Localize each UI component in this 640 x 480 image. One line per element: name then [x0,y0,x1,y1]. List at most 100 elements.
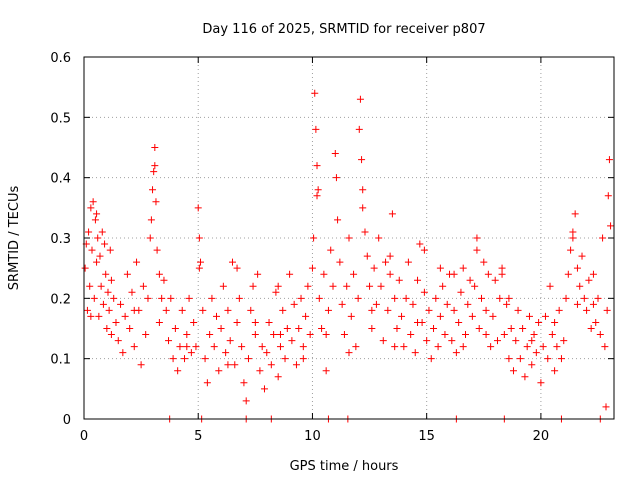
y-tick-label: 0.3 [50,232,71,247]
data-point [308,264,316,272]
data-point [537,379,545,387]
data-point [578,252,586,260]
data-point [87,204,95,212]
data-point [521,373,529,381]
data-point [137,361,145,369]
data-point [151,162,159,170]
data-point [117,300,125,308]
data-point [414,276,422,284]
x-tick-label: 0 [80,429,88,444]
x-tick-label: 5 [194,429,202,444]
data-point [459,264,467,272]
data-point [160,276,168,284]
data-point [276,331,284,339]
data-point [398,312,406,320]
data-point [210,343,218,351]
data-point [503,300,511,308]
data-point [103,325,111,332]
data-point [420,288,428,296]
data-point [358,156,366,164]
data-point [327,246,335,254]
data-point [260,385,268,393]
data-point [551,318,559,326]
data-point [265,318,273,326]
data-point [302,312,310,320]
data-point [93,210,101,218]
data-point [222,349,230,357]
data-point [573,264,581,272]
data-point [416,240,424,248]
data-point [535,318,543,326]
data-point [281,355,289,363]
data-point [110,294,118,302]
data-point [375,234,383,242]
x-tick-label: 20 [533,429,550,444]
data-point [436,264,444,272]
data-point [457,288,465,296]
data-point [224,306,232,314]
data-point [402,294,410,302]
data-point [226,337,234,345]
data-point [569,234,577,242]
data-point [126,325,134,332]
data-point [377,282,385,290]
data-point [448,337,456,345]
data-point [384,306,392,314]
data-point [338,300,346,308]
data-point [206,331,214,339]
data-point [313,162,321,170]
data-points [81,89,615,423]
data-point [107,276,115,284]
x-tick-label: 10 [304,429,321,444]
data-point [359,204,367,212]
data-point [562,294,570,302]
data-point [450,270,458,278]
data-point [393,325,401,332]
data-point [455,318,463,326]
data-point [548,331,556,339]
data-point [601,343,609,351]
data-point [505,355,513,363]
data-point [219,282,227,290]
data-point [318,325,326,332]
y-axis-label: SRMTID / TECUs [7,186,22,291]
data-point [560,337,568,345]
data-point [258,343,266,351]
data-point [607,222,615,230]
data-point [391,294,399,302]
x-tick-label: 15 [418,429,435,444]
data-point [475,325,483,332]
data-point [489,312,497,320]
data-point [283,325,291,332]
data-point [519,325,527,332]
axis-ticks: 0 5 10 15 20 0 0.1 0.2 0.3 0.4 0.5 0.6 [50,51,614,444]
data-point [224,361,232,369]
data-point [114,337,122,345]
data-point [356,95,364,103]
data-point [468,312,476,320]
data-point [158,294,166,302]
data-point [251,318,259,326]
data-point [329,282,337,290]
data-point [352,343,360,351]
data-point [491,276,499,284]
data-point [203,379,211,387]
data-point [603,306,611,314]
data-point [404,258,412,266]
data-point [201,355,209,363]
data-point [267,361,275,369]
data-point [471,282,479,290]
data-point [90,294,98,302]
data-point [411,349,419,357]
data-point [462,331,470,339]
data-point [530,331,538,339]
data-point [432,294,440,302]
data-point [314,186,322,194]
data-point [297,294,305,302]
data-point [441,331,449,339]
data-point [320,270,328,278]
data-point [187,349,195,357]
y-tick-label: 0.6 [50,51,71,66]
data-point [580,294,588,302]
